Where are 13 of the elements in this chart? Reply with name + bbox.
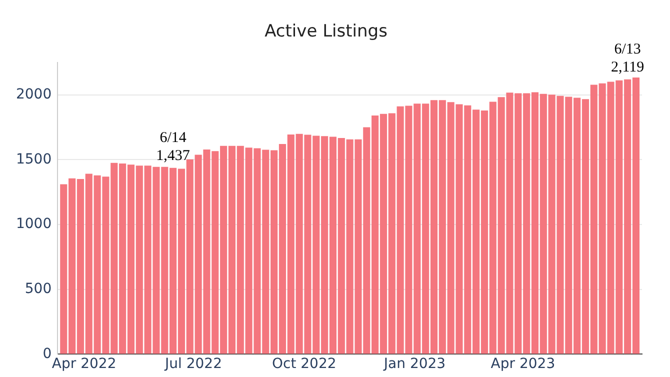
x-tick-label: Jan 2023: [382, 356, 446, 372]
y-tick-label: 500: [24, 280, 52, 297]
annotation: 6/13 2,119: [610, 41, 644, 76]
x-tick-label: Jul 2022: [164, 356, 222, 372]
y-tick-label: 1500: [16, 151, 52, 168]
chart-title: Active Listings: [264, 22, 388, 42]
y-tick-label: 1000: [16, 216, 52, 232]
x-tick-label: Apr 2023: [490, 356, 556, 372]
x-tick-label: Oct 2022: [272, 356, 336, 372]
y-tick-label: 2000: [16, 86, 52, 102]
annotation: 6/14 1,437: [156, 130, 190, 164]
x-tick-label: Apr 2022: [52, 356, 116, 372]
y-tick-label: 0: [42, 346, 52, 362]
